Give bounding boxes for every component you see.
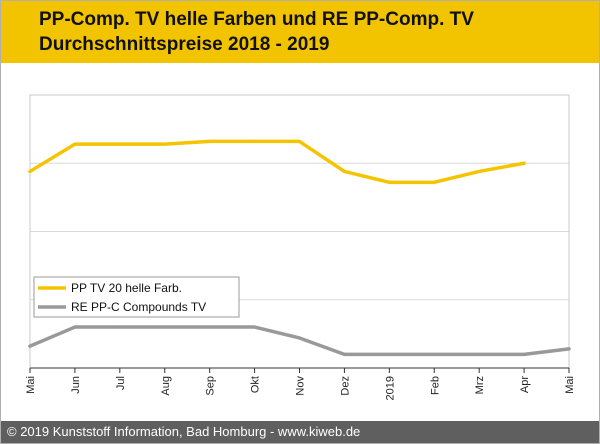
x-tick-label: Nov <box>295 376 307 396</box>
x-tick-label: Sep <box>205 376 217 396</box>
line-chart: Mai Jun Jul Aug Sep Okt Nov Dez 2019 Feb Mrz Apr Mai… <box>25 94 576 400</box>
data-point-series-1 <box>208 139 212 143</box>
x-tick-label: Mai <box>25 376 37 394</box>
data-point-series-2 <box>432 352 436 356</box>
series-line-2 <box>28 325 571 357</box>
x-tick-label: Mai <box>564 376 576 394</box>
x-tick-label: 2019 <box>384 376 396 400</box>
copyright-text: © 2019 Kunststoff Information, Bad Hombu… <box>7 424 361 439</box>
data-point-series-2 <box>73 325 77 329</box>
data-point-series-2 <box>163 325 167 329</box>
footer: © 2019 Kunststoff Information, Bad Hombu… <box>1 421 599 443</box>
data-point-series-1 <box>342 169 346 173</box>
data-point-series-2 <box>118 325 122 329</box>
data-point-series-1 <box>432 180 436 184</box>
data-point-series-2 <box>208 325 212 329</box>
data-point-series-2 <box>387 352 391 356</box>
legend-label-2: RE PP-C Compounds TV <box>71 300 206 314</box>
data-point-series-2 <box>522 352 526 356</box>
x-tick-label: Dez <box>339 376 351 396</box>
data-point-series-1 <box>522 161 526 165</box>
data-point-series-1 <box>298 139 301 143</box>
data-point-series-1 <box>477 169 481 173</box>
data-point-series-1 <box>163 142 167 146</box>
data-point-series-2 <box>28 344 32 348</box>
legend: PP TV 20 helle Farb. RE PP-C Compounds TV <box>33 276 240 318</box>
chart-title-line-2: Durchschnittspreise 2018 - 2019 <box>39 34 330 55</box>
chart-header: PP-Comp. TV helle Farben und RE PP-Comp.… <box>1 1 599 63</box>
x-tick-label: Jul <box>115 376 127 390</box>
data-point-series-1 <box>387 180 391 184</box>
series-line-1 <box>28 139 526 185</box>
data-point-series-1 <box>253 139 257 143</box>
x-tick-label: Aug <box>160 376 172 396</box>
data-point-series-2 <box>342 352 346 356</box>
data-point-series-2 <box>253 325 257 329</box>
x-tick-label: Mrz <box>474 376 486 394</box>
data-point-series-2 <box>567 347 571 351</box>
x-tick-label: Apr <box>519 376 531 393</box>
data-point-series-1 <box>73 142 77 146</box>
legend-label-1: PP TV 20 helle Farb. <box>71 281 182 295</box>
data-point-series-1 <box>28 169 32 173</box>
legend-box <box>33 276 240 318</box>
data-point-series-2 <box>477 352 481 356</box>
chart-title-line-1: PP-Comp. TV helle Farben und RE PP-Comp.… <box>39 9 474 30</box>
data-point-series-2 <box>298 336 301 340</box>
x-tick-label: Jun <box>70 376 82 394</box>
x-tick-label: Okt <box>250 376 262 393</box>
x-tick-label: Feb <box>429 376 441 395</box>
data-point-series-1 <box>118 142 122 146</box>
